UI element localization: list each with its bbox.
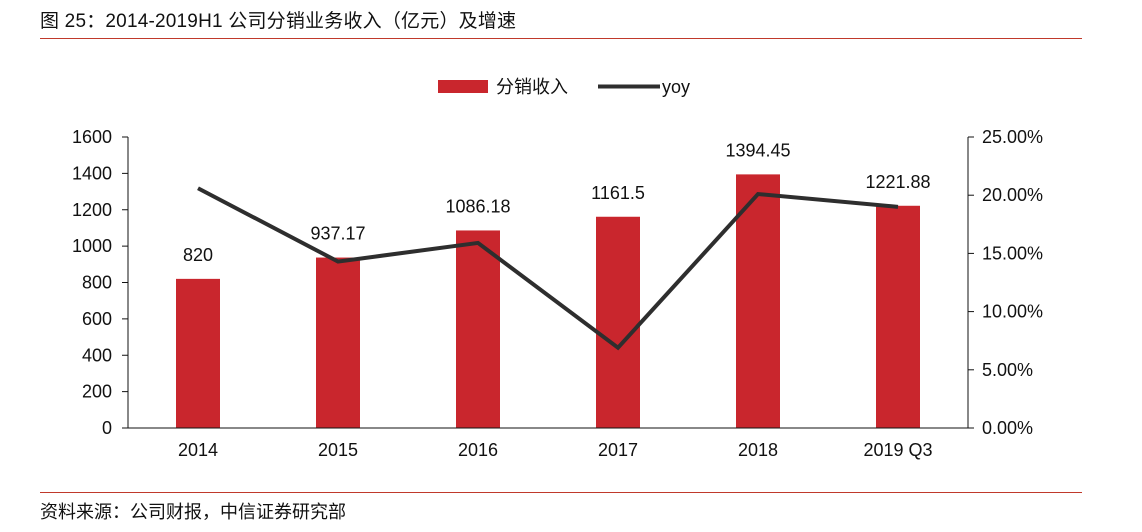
x-tick-label: 2016 [458,440,498,460]
right-tick-label: 20.00% [982,185,1043,205]
bar [316,257,360,428]
right-tick-label: 5.00% [982,360,1033,380]
bar-series [176,174,920,428]
bar [596,216,640,428]
left-tick-label: 1400 [72,163,112,183]
bar [456,230,500,428]
left-tick-label: 600 [82,309,112,329]
x-tick-label: 2017 [598,440,638,460]
bar-data-label: 1221.88 [865,172,930,192]
bar-data-label: 820 [183,245,213,265]
bar-data-label: 1086.18 [445,196,510,216]
left-tick-label: 1000 [72,236,112,256]
chart-legend: 分销收入 yoy [438,77,690,97]
left-tick-label: 800 [82,273,112,293]
left-tick-label: 400 [82,345,112,365]
yoy-line-series [197,186,899,351]
left-tick-label: 1200 [72,200,112,220]
bar-data-labels: 820 937.17 1086.18 1161.5 1394.45 1221.88 [183,140,931,264]
legend-line-label: yoy [662,77,690,97]
figure-source: 资料来源：公司财报，中信证券研究部 [40,502,346,522]
right-tick-label: 15.00% [982,243,1043,263]
bar-data-label: 937.17 [310,224,365,244]
right-tick-label: 0.00% [982,418,1033,438]
yoy-line [197,186,899,351]
x-tick-label: 2019 Q3 [863,440,932,460]
left-y-axis: 0 200 400 600 800 1000 1200 1400 1600 [72,127,129,438]
bar [876,205,920,428]
left-tick-label: 1600 [72,127,112,147]
right-y-axis: 0.00% 5.00% 10.00% 15.00% 20.00% 25.00% [967,127,1043,438]
right-tick-label: 10.00% [982,302,1043,322]
legend-bar-swatch [438,80,488,93]
title-divider [40,38,1082,39]
left-tick-label: 200 [82,382,112,402]
legend-bar-label: 分销收入 [496,77,568,97]
source-divider [40,492,1082,493]
x-tick-label: 2015 [318,440,358,460]
right-tick-label: 25.00% [982,127,1043,147]
left-tick-label: 0 [102,418,112,438]
x-tick-label: 2014 [178,440,218,460]
bar [736,174,780,428]
x-tick-label: 2018 [738,440,778,460]
bar [176,278,220,428]
combo-chart: 分销收入 yoy 0 200 400 600 800 1000 1200 1400 1600 0.… [72,77,1043,460]
x-axis: 2014 2015 2016 2017 2018 2019 Q3 [128,427,968,460]
bar-data-label: 1161.5 [591,183,645,203]
bar-data-label: 1394.45 [725,140,790,160]
figure-title: 图 25：2014-2019H1 公司分销业务收入（亿元）及增速 [40,11,517,32]
